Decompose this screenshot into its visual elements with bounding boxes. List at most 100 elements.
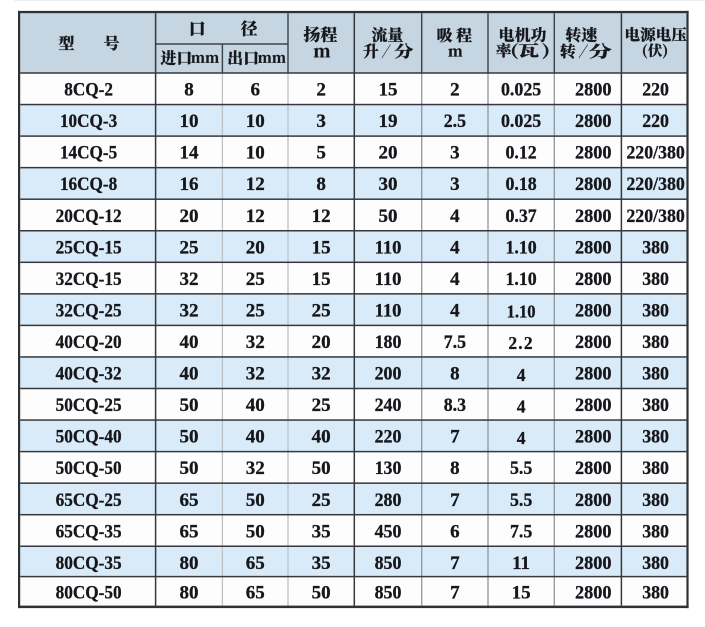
- svg-text:25CQ-15: 25CQ-15: [56, 237, 122, 258]
- svg-text:4: 4: [517, 365, 526, 385]
- svg-text:8CQ-2: 8CQ-2: [64, 80, 113, 101]
- svg-text:7: 7: [450, 582, 460, 603]
- svg-text:15: 15: [379, 80, 398, 101]
- svg-text:40: 40: [180, 364, 199, 385]
- svg-text:2800: 2800: [575, 427, 612, 448]
- svg-text:2800: 2800: [575, 490, 612, 511]
- svg-text:110: 110: [375, 269, 402, 290]
- svg-text:2800: 2800: [575, 269, 612, 290]
- svg-text:8: 8: [316, 174, 326, 195]
- svg-text:3: 3: [450, 174, 460, 195]
- svg-text:2: 2: [316, 80, 326, 101]
- svg-text:220/380: 220/380: [626, 174, 685, 195]
- svg-text:7: 7: [450, 490, 460, 511]
- svg-text:380: 380: [642, 582, 669, 603]
- svg-text:16CQ-8: 16CQ-8: [60, 174, 117, 195]
- svg-text:380: 380: [642, 521, 669, 542]
- svg-text:0.025: 0.025: [501, 80, 541, 101]
- svg-text:3: 3: [316, 111, 326, 132]
- svg-text:6: 6: [450, 521, 460, 542]
- svg-text:25: 25: [246, 301, 265, 322]
- svg-text:80CQ-50: 80CQ-50: [56, 582, 122, 603]
- svg-text:2800: 2800: [575, 80, 612, 101]
- svg-text:40CQ-32: 40CQ-32: [56, 364, 122, 385]
- svg-text:3: 3: [450, 143, 460, 164]
- svg-text:220/380: 220/380: [626, 206, 685, 227]
- svg-text:40: 40: [246, 395, 265, 416]
- svg-text:40: 40: [246, 427, 265, 448]
- svg-text:65: 65: [246, 553, 265, 574]
- svg-text:0.12: 0.12: [505, 143, 536, 164]
- svg-text:32: 32: [312, 364, 331, 385]
- svg-text:220/380: 220/380: [626, 143, 685, 164]
- svg-text:80: 80: [180, 582, 199, 603]
- svg-text:10: 10: [246, 143, 265, 164]
- svg-text:40: 40: [312, 427, 331, 448]
- svg-text:4: 4: [450, 206, 460, 227]
- svg-text:35: 35: [312, 553, 331, 574]
- svg-text:20: 20: [246, 237, 265, 258]
- svg-text:50: 50: [312, 582, 331, 603]
- svg-text:65CQ-35: 65CQ-35: [56, 521, 122, 542]
- svg-text:1.10: 1.10: [505, 237, 536, 258]
- svg-text:8: 8: [450, 458, 460, 479]
- svg-text:50: 50: [379, 206, 398, 227]
- svg-text:32CQ-15: 32CQ-15: [56, 269, 122, 290]
- svg-text:12: 12: [246, 206, 265, 227]
- svg-text:32: 32: [246, 364, 265, 385]
- svg-text:2800: 2800: [575, 301, 612, 322]
- svg-text:20: 20: [180, 206, 199, 227]
- svg-text:25: 25: [312, 301, 331, 322]
- svg-text:2800: 2800: [575, 111, 612, 132]
- svg-text:850: 850: [375, 553, 402, 574]
- svg-text:5.5: 5.5: [510, 490, 532, 511]
- svg-text:8.3: 8.3: [444, 395, 466, 416]
- svg-text:4: 4: [450, 269, 460, 290]
- svg-text:380: 380: [642, 269, 669, 290]
- svg-text:15: 15: [512, 582, 531, 603]
- svg-text:10: 10: [246, 111, 265, 132]
- svg-text:130: 130: [375, 458, 402, 479]
- svg-text:220: 220: [642, 111, 669, 132]
- svg-text:2800: 2800: [575, 395, 612, 416]
- svg-text:2.2: 2.2: [508, 333, 533, 353]
- svg-text:50: 50: [246, 490, 265, 511]
- svg-text:380: 380: [642, 395, 669, 416]
- svg-text:50: 50: [180, 427, 199, 448]
- svg-text:80: 80: [180, 553, 199, 574]
- svg-text:380: 380: [642, 458, 669, 479]
- svg-text:19: 19: [379, 111, 398, 132]
- svg-text:2800: 2800: [575, 364, 612, 385]
- svg-text:6: 6: [250, 80, 260, 101]
- svg-text:2800: 2800: [575, 553, 612, 574]
- svg-text:0.18: 0.18: [505, 174, 536, 195]
- svg-text:2800: 2800: [575, 458, 612, 479]
- svg-text:200: 200: [375, 364, 402, 385]
- svg-text:50: 50: [312, 458, 331, 479]
- svg-text:10: 10: [180, 111, 199, 132]
- svg-text:2800: 2800: [575, 143, 612, 164]
- svg-text:50: 50: [246, 521, 265, 542]
- svg-text:180: 180: [375, 332, 402, 353]
- svg-text:11: 11: [512, 553, 530, 574]
- svg-text:5.5: 5.5: [510, 458, 532, 479]
- svg-text:20: 20: [379, 143, 398, 164]
- svg-text:25: 25: [246, 269, 265, 290]
- svg-text:220: 220: [642, 80, 669, 101]
- svg-text:4: 4: [517, 396, 526, 416]
- svg-text:50CQ-40: 50CQ-40: [56, 427, 122, 448]
- svg-text:14CQ-5: 14CQ-5: [60, 143, 117, 164]
- svg-text:2800: 2800: [575, 582, 612, 603]
- svg-text:220: 220: [375, 427, 402, 448]
- svg-text:32: 32: [180, 301, 199, 322]
- svg-text:380: 380: [642, 237, 669, 258]
- svg-text:30: 30: [379, 174, 398, 195]
- svg-text:450: 450: [375, 521, 402, 542]
- svg-text:25: 25: [180, 237, 199, 258]
- svg-text:850: 850: [375, 582, 402, 603]
- svg-text:240: 240: [375, 395, 402, 416]
- svg-text:16: 16: [180, 174, 199, 195]
- svg-text:2800: 2800: [575, 521, 612, 542]
- svg-text:2800: 2800: [575, 332, 612, 353]
- svg-text:280: 280: [375, 490, 402, 511]
